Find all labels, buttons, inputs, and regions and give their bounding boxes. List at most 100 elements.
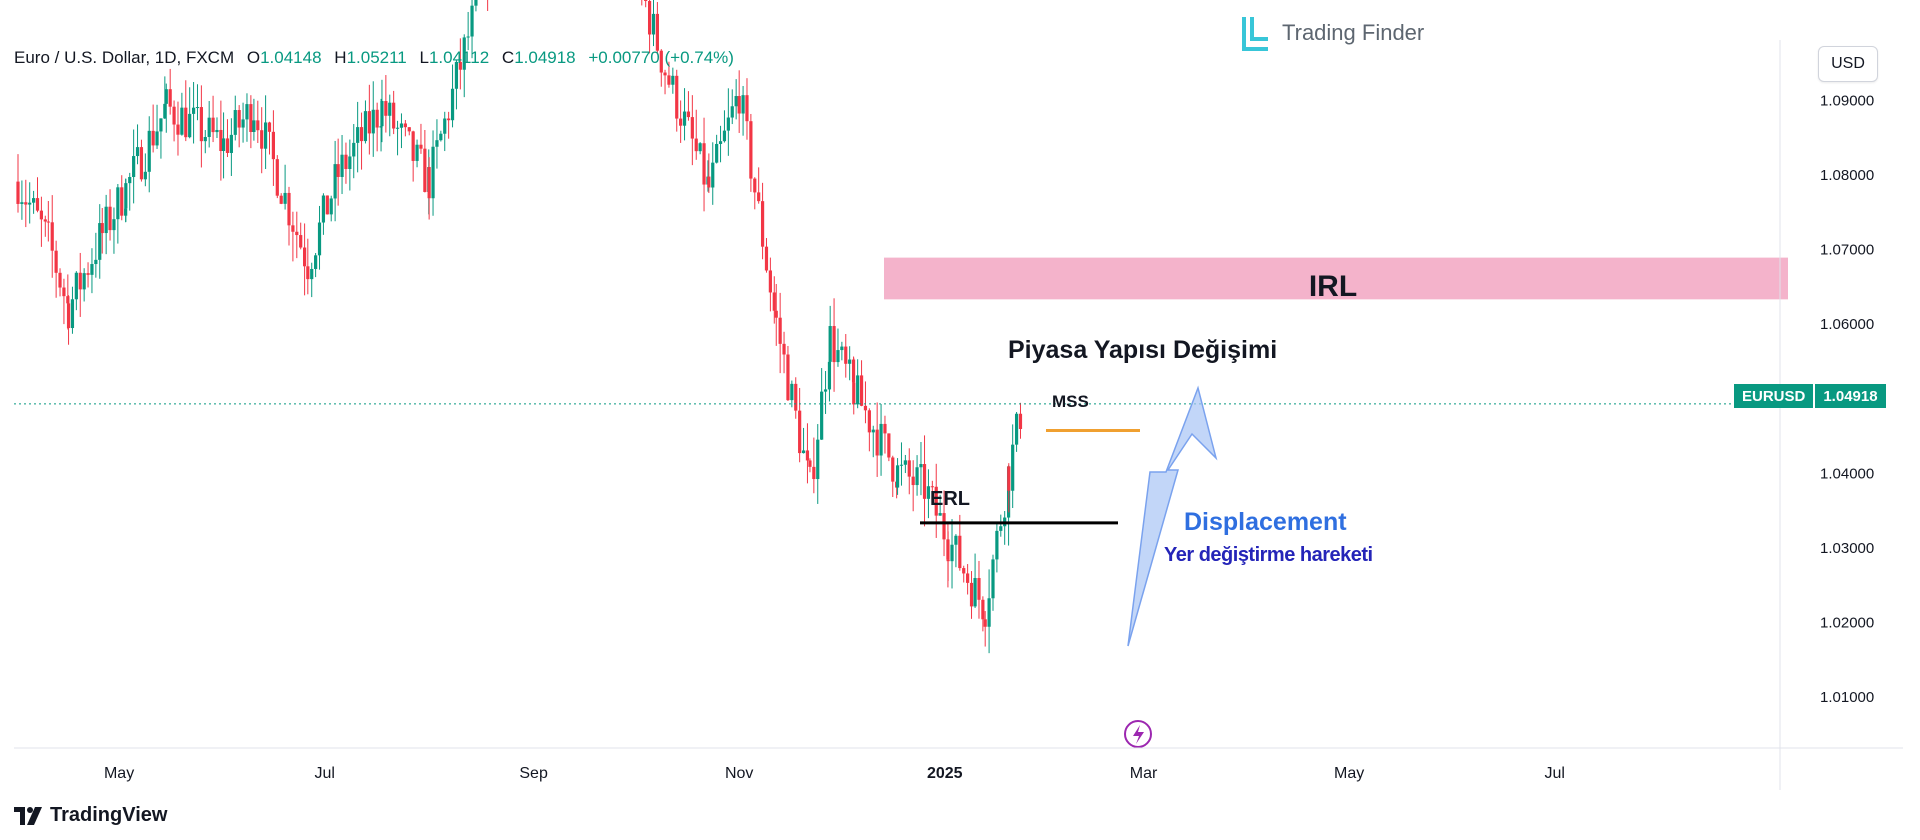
x-tick-label: May <box>1334 765 1364 782</box>
candle-body <box>832 326 836 363</box>
candle-body <box>39 210 43 220</box>
candle-body <box>411 131 415 161</box>
candle-body <box>808 460 812 467</box>
candle-body <box>104 206 108 234</box>
candle-body <box>415 144 419 161</box>
candle-body <box>836 350 840 363</box>
y-tick-label: 1.02000 <box>1820 614 1874 631</box>
candle-body <box>256 120 260 131</box>
candle-body <box>958 535 962 569</box>
candle-body <box>380 101 384 127</box>
candle-body <box>143 171 147 180</box>
candle-body <box>1007 466 1011 491</box>
candle-body <box>983 619 987 627</box>
candle-body <box>82 273 86 290</box>
candle-body <box>264 122 268 149</box>
candle-body <box>356 127 360 143</box>
candle-body <box>911 476 915 486</box>
candle-body <box>848 359 852 364</box>
candle-body <box>16 181 20 204</box>
price-tag-value: 1.04918 <box>1815 384 1886 408</box>
candle-body <box>299 235 303 248</box>
candle-body <box>211 117 215 133</box>
candle-body <box>922 464 927 499</box>
candle-body <box>711 162 715 188</box>
candle-body <box>671 75 675 85</box>
candle-body <box>798 410 802 454</box>
currency-button[interactable]: USD <box>1818 46 1878 82</box>
candle-body <box>926 486 931 499</box>
irl-label: IRL <box>1308 270 1358 303</box>
x-tick-label: 2025 <box>927 765 963 782</box>
candle-body <box>74 272 78 300</box>
candle-body <box>919 464 923 468</box>
y-tick-label: 1.09000 <box>1820 93 1874 110</box>
candle-body <box>470 5 474 37</box>
candle-body <box>403 123 407 128</box>
candle-body <box>35 198 40 211</box>
candle-body <box>730 106 734 118</box>
candle-body <box>883 423 887 434</box>
candle-body <box>32 198 36 203</box>
candle-body <box>279 195 283 204</box>
candle-body <box>176 124 180 135</box>
candle-body <box>977 578 981 600</box>
candle-body <box>384 101 388 116</box>
candle-body <box>237 110 241 128</box>
candle-body <box>379 126 383 128</box>
axes-layer: 1.010001.020001.030001.040001.050001.060… <box>14 40 1903 790</box>
candle-body <box>344 154 348 170</box>
candle-body <box>267 122 272 132</box>
low-value: 1.04112 <box>428 48 490 67</box>
candle-body <box>24 202 28 205</box>
candle-body <box>962 568 966 574</box>
candle-body <box>124 183 128 209</box>
candle-body <box>78 272 82 290</box>
y-tick-label: 1.01000 <box>1820 689 1874 706</box>
candle-body <box>70 299 75 329</box>
candle-body <box>367 111 371 134</box>
candle-body <box>774 310 778 318</box>
candle-body <box>969 582 974 607</box>
candle-body <box>90 264 94 275</box>
candle-body <box>663 72 667 76</box>
x-tick-label: Sep <box>519 765 548 782</box>
x-tick-label: Nov <box>725 765 753 782</box>
tradingview-logo[interactable]: TradingView <box>14 804 167 827</box>
candle-body <box>450 88 455 121</box>
candle-body <box>950 544 954 562</box>
candle-body <box>934 486 938 516</box>
candle-body <box>859 375 864 406</box>
candle-body <box>852 382 856 405</box>
candle-body <box>722 130 727 142</box>
candle-body <box>999 526 1003 531</box>
candle-body <box>321 195 326 223</box>
candle-body <box>1011 444 1015 491</box>
candle-body <box>340 154 344 177</box>
candle-body <box>271 131 275 160</box>
candle-body <box>184 107 188 138</box>
candle-body <box>439 133 443 141</box>
candle-body <box>215 129 219 133</box>
candle-body <box>786 354 790 401</box>
candle-body <box>336 164 340 177</box>
candle-body <box>466 36 470 38</box>
candle-body <box>844 346 848 364</box>
candle-body <box>203 136 207 142</box>
candle-body <box>225 138 230 153</box>
erl-label: ERL <box>930 488 970 510</box>
candle-body <box>303 247 307 267</box>
candle-body <box>987 598 991 627</box>
candle-body <box>805 450 810 461</box>
candle-body <box>147 130 151 172</box>
candle-body <box>764 246 769 271</box>
candle-body <box>757 192 761 202</box>
symbol-legend: Euro / U.S. Dollar, 1D, FXCM O1.04148 H1… <box>14 48 734 68</box>
candle-body <box>306 266 310 280</box>
candle-body <box>715 143 719 163</box>
candle-body <box>151 130 155 146</box>
candle-body <box>973 578 977 607</box>
candle-body <box>419 144 423 149</box>
